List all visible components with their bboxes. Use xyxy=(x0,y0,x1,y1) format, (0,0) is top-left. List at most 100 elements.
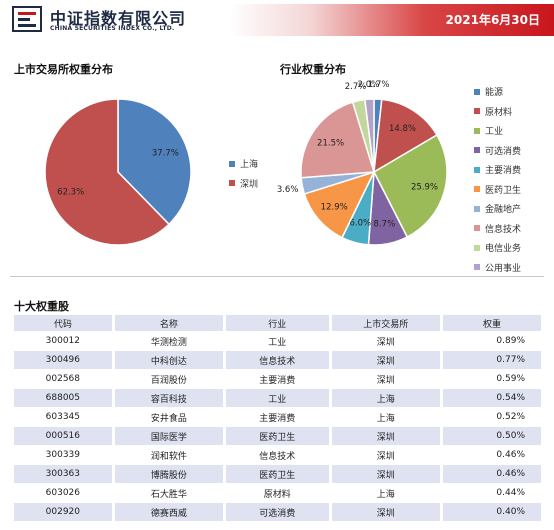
legend-label: 原材料 xyxy=(485,107,513,118)
industry-legend: 能源原材料工业可选消费主要消费医药卫生金融地产信息技术电信业务公用事业 xyxy=(474,82,521,277)
legend-label: 电信业务 xyxy=(485,244,522,255)
table-row: 603345 安井食品 主要消费 上海 0.52% xyxy=(14,408,544,426)
stock-industry: 可选消费 xyxy=(226,503,332,521)
pie-data-label: 2.7% xyxy=(345,82,367,92)
stock-weight: 0.44% xyxy=(443,484,544,502)
stock-weight: 0.50% xyxy=(442,427,544,445)
table-row: 688005 容百科技 工业 上海 0.54% xyxy=(14,389,544,407)
stock-code: 300012 xyxy=(14,332,115,350)
stock-exchange: 深圳 xyxy=(332,446,443,464)
pie-data-label: 62.3% xyxy=(57,187,84,197)
exchange-legend: 上海 深圳 xyxy=(229,154,258,193)
table-header-row: 代码 名称 行业 上市交易所 权重 xyxy=(14,315,544,331)
section-divider xyxy=(10,276,544,277)
stock-name: 石大胜华 xyxy=(115,484,227,502)
pie-data-label: 3.6% xyxy=(277,185,299,195)
legend-item: 公用事业 xyxy=(474,258,521,278)
stock-name: 百润股份 xyxy=(115,370,227,388)
legend-swatch xyxy=(474,244,480,251)
stock-code: 002920 xyxy=(14,503,115,521)
table-row: 002920 德赛西威 可选消费 深圳 0.40% xyxy=(14,503,544,521)
legend-item: 信息技术 xyxy=(474,219,521,239)
stock-weight: 0.77% xyxy=(442,351,544,369)
report-header: 中证指数有限公司 CHINA SECURITIES INDEX CO., LTD… xyxy=(0,0,554,38)
pie-slice xyxy=(44,98,171,246)
top10-title: 十大权重股 xyxy=(14,300,69,313)
legend-swatch xyxy=(474,108,480,115)
stock-industry: 医药卫生 xyxy=(226,427,332,445)
legend-item: 能源 xyxy=(474,82,521,102)
table-row: 300012 华测检测 工业 深圳 0.89% xyxy=(14,332,544,350)
stock-name: 中科创达 xyxy=(114,351,227,369)
stock-industry: 信息技术 xyxy=(226,351,332,369)
stock-name: 国际医学 xyxy=(114,427,227,445)
stock-exchange: 上海 xyxy=(332,408,443,426)
legend-item: 医药卫生 xyxy=(474,180,521,200)
legend-swatch xyxy=(474,127,480,134)
stock-industry: 主要消费 xyxy=(226,408,332,426)
stock-weight: 0.59% xyxy=(443,370,544,388)
stock-exchange: 深圳 xyxy=(331,427,443,445)
legend-label: 主要消费 xyxy=(485,166,522,177)
stock-name: 润和软件 xyxy=(115,446,227,464)
table-row: 002568 百润股份 主要消费 深圳 0.59% xyxy=(14,370,544,388)
stock-industry: 医药卫生 xyxy=(226,465,332,483)
stock-industry: 主要消费 xyxy=(226,370,332,388)
legend-item: 金融地产 xyxy=(474,199,521,219)
exchange-pie-chart: 37.7% 62.3% xyxy=(44,98,192,246)
industry-pie-chart: 1.7% 14.8% 25.9% 8.7%6.0%12.9% 3.6% 21.5% 2.7%… xyxy=(277,80,448,246)
legend-item: 可选消费 xyxy=(474,141,521,161)
legend-swatch xyxy=(229,160,235,167)
legend-swatch xyxy=(229,180,235,187)
stock-exchange: 深圳 xyxy=(331,465,443,483)
stock-weight: 0.52% xyxy=(443,408,544,426)
pie-data-label: 14.8% xyxy=(389,124,416,134)
stock-name: 安井食品 xyxy=(115,408,227,426)
stock-exchange: 上海 xyxy=(332,484,443,502)
stock-exchange: 深圳 xyxy=(331,503,443,521)
stock-exchange: 上海 xyxy=(331,389,443,407)
legend-item: 电信业务 xyxy=(474,238,521,258)
pie-slice xyxy=(363,98,375,173)
pie-data-label: 37.7% xyxy=(152,149,179,159)
pie-data-label: 21.5% xyxy=(317,138,344,148)
table-row: 300363 博腾股份 医药卫生 深圳 0.46% xyxy=(14,465,544,483)
stock-code: 603026 xyxy=(14,484,115,502)
pie-data-label: 8.7% xyxy=(374,220,396,230)
stock-code: 002568 xyxy=(14,370,115,388)
stock-weight: 0.46% xyxy=(443,446,544,464)
legend-swatch xyxy=(474,186,480,193)
company-name-cn: 中证指数有限公司 xyxy=(50,9,187,28)
stock-code: 300496 xyxy=(14,351,115,369)
stock-code: 300339 xyxy=(14,446,115,464)
pie-data-label: 12.9% xyxy=(321,202,348,212)
stock-code: 000516 xyxy=(14,427,115,445)
stock-code: 688005 xyxy=(14,389,115,407)
legend-label: 能源 xyxy=(485,88,504,99)
stock-name: 博腾股份 xyxy=(114,465,227,483)
legend-label: 医药卫生 xyxy=(485,185,522,196)
legend-swatch xyxy=(474,147,480,154)
col-weight-header: 权重 xyxy=(442,315,544,331)
legend-swatch xyxy=(474,88,480,95)
header-band xyxy=(230,4,554,36)
stock-industry: 工业 xyxy=(226,332,332,350)
exchange-chart-title: 上市交易所权重分布 xyxy=(14,63,113,76)
legend-label: 工业 xyxy=(485,127,504,138)
pie-slice xyxy=(300,101,375,179)
pie-slice xyxy=(117,98,192,226)
stock-industry: 信息技术 xyxy=(226,446,332,464)
pie-slice xyxy=(373,133,448,239)
stock-industry: 工业 xyxy=(226,389,332,407)
table-row: 603026 石大胜华 原材料 上海 0.44% xyxy=(14,484,544,502)
legend-label: 可选消费 xyxy=(485,146,522,157)
table-row: 000516 国际医学 医药卫生 深圳 0.50% xyxy=(14,427,544,445)
pie-slice xyxy=(373,98,438,174)
stock-weight: 0.40% xyxy=(442,503,544,521)
pie-slice xyxy=(303,170,376,239)
legend-label: 信息技术 xyxy=(485,224,522,235)
legend-item: 主要消费 xyxy=(474,160,521,180)
stock-exchange: 深圳 xyxy=(331,351,443,369)
report-date: 2021年6月30日 xyxy=(445,13,540,27)
legend-swatch xyxy=(474,225,480,232)
